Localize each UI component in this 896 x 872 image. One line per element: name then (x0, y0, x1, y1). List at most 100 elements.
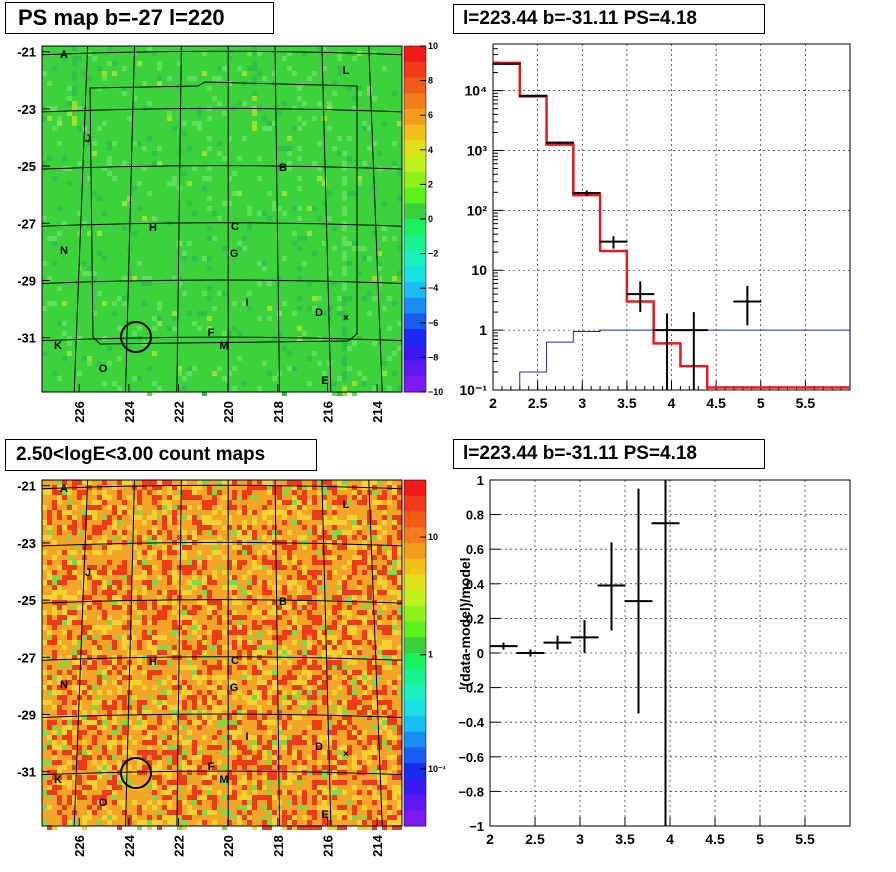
count-map-graticule (41, 479, 403, 827)
map-pixel (347, 815, 352, 820)
map-pixel (387, 645, 392, 650)
map-pixel (122, 570, 127, 575)
map-pixel (77, 645, 82, 650)
map-pixel (267, 306, 272, 311)
map-pixel (382, 760, 387, 765)
map-pixel (302, 540, 307, 545)
map-pixel (97, 540, 102, 545)
map-pixel (232, 585, 237, 590)
map-pixel (52, 371, 57, 376)
map-pixel (87, 635, 92, 640)
colorbar-swatch (404, 637, 426, 654)
map-pixel (337, 296, 342, 301)
map-pixel (342, 760, 347, 765)
map-pixel (247, 595, 252, 600)
map-pixel (257, 625, 262, 630)
map-pixel (182, 605, 187, 610)
map-pixel (142, 570, 147, 575)
map-pixel (357, 645, 362, 650)
map-pixel (212, 580, 217, 585)
map-pixel (82, 356, 87, 361)
map-pixel (167, 785, 172, 790)
map-pixel (62, 510, 67, 515)
map-pixel (297, 216, 302, 221)
map-pixel (252, 760, 257, 765)
map-pixel (112, 600, 117, 605)
map-pixel (82, 715, 87, 720)
colorbar-swatch (404, 731, 426, 748)
map-pixel (362, 615, 367, 620)
map-pixel (302, 670, 307, 675)
map-pixel (242, 510, 247, 515)
map-pixel (272, 206, 277, 211)
map-pixel (47, 236, 52, 241)
map-pixel (262, 585, 267, 590)
map-pixel (367, 750, 372, 755)
map-pixel (97, 700, 102, 705)
map-pixel (392, 525, 397, 530)
map-pixel (82, 650, 87, 655)
map-pixel (312, 765, 317, 770)
map-pixel (372, 520, 377, 525)
map-pixel (137, 760, 142, 765)
map-pixel (212, 765, 217, 770)
map-pixel (392, 660, 397, 665)
map-pixel (192, 810, 197, 815)
map-pixel (287, 555, 292, 560)
map-pixel (332, 775, 337, 780)
map-pixel (52, 785, 57, 790)
map-pixel (92, 660, 97, 665)
map-pixel (132, 575, 137, 580)
map-pixel (362, 705, 367, 710)
map-pixel (257, 665, 262, 670)
map-pixel (122, 595, 127, 600)
x-tick-label: 2 (489, 395, 497, 411)
map-pixel (392, 755, 397, 760)
map-pixel (297, 685, 302, 690)
map-pixel (112, 700, 117, 705)
map-pixel (212, 610, 217, 615)
map-pixel (112, 530, 117, 535)
map-pixel (97, 650, 102, 655)
map-pixel (177, 505, 182, 510)
map-pixel (102, 705, 107, 710)
map-pixel (112, 730, 117, 735)
map-pixel (227, 750, 232, 755)
map-pixel (232, 386, 237, 391)
map-pixel (292, 815, 297, 820)
map-pixel (242, 695, 247, 700)
map-pixel (77, 790, 82, 795)
map-pixel (162, 770, 167, 775)
map-pixel (52, 555, 57, 560)
map-pixel (352, 700, 357, 705)
map-pixel (72, 56, 77, 61)
map-pixel (97, 820, 102, 825)
map-pixel (157, 321, 162, 326)
map-pixel (152, 700, 157, 705)
map-pixel (117, 785, 122, 790)
map-pixel (242, 710, 247, 715)
count-map-frame (41, 479, 403, 827)
y-tick-label: −1 (469, 819, 484, 834)
map-pixel (357, 246, 362, 251)
map-pixel (107, 156, 112, 161)
map-pixel (307, 500, 312, 505)
map-pixel (277, 635, 282, 640)
map-pixel (277, 535, 282, 540)
map-pixel (242, 645, 247, 650)
map-pixel (182, 515, 187, 520)
map-pixel (257, 670, 262, 675)
map-pixel (312, 675, 317, 680)
map-pixel (267, 690, 272, 695)
map-pixel (77, 760, 82, 765)
map-pixel (167, 605, 172, 610)
map-pixel (57, 490, 62, 495)
map-pixel (342, 236, 347, 241)
map-pixel (172, 650, 177, 655)
map-pixel (252, 51, 257, 56)
map-pixel (122, 605, 127, 610)
map-pixel (67, 750, 72, 755)
map-pixel (72, 710, 77, 715)
map-pixel (122, 505, 127, 510)
map-pixel (362, 685, 367, 690)
